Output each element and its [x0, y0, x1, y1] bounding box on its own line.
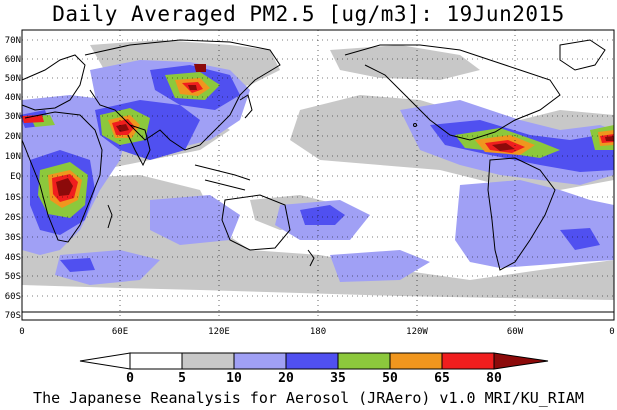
grid-lines [22, 30, 614, 320]
lat-label: 30N [5, 112, 21, 122]
chart-title: Daily Averaged PM2.5 [ug/m3]: 19Jun2015 [52, 2, 565, 26]
colorbar-swatch [285, 352, 339, 370]
lon-label: 60W [507, 327, 524, 337]
colorbar-swatch [337, 352, 391, 370]
lat-label: EQ [10, 172, 21, 182]
lon-label: 60E [112, 327, 128, 337]
colorbar-label: 10 [226, 371, 242, 386]
colorbar-swatch [129, 352, 183, 370]
map-frame [21, 29, 615, 321]
colorbar-label: 35 [330, 371, 346, 386]
lon-label: 120W [406, 327, 428, 337]
lat-label: 20S [5, 213, 21, 223]
colorbar-label: 50 [382, 371, 398, 386]
lat-label: 70N [5, 36, 21, 46]
lat-label: 10S [5, 193, 21, 203]
lat-label: 40S [5, 253, 21, 263]
colorbar-swatch [389, 352, 443, 370]
colorbar-label: 20 [278, 371, 294, 386]
lon-label: 0 [19, 327, 24, 337]
lat-label: 60N [5, 55, 21, 65]
colorbar-label: 80 [486, 371, 502, 386]
lon-label: 180 [310, 327, 326, 337]
lat-label: 20N [5, 132, 21, 142]
lat-label: 40N [5, 93, 21, 103]
footer-credit: The Japanese Reanalysis for Aerosol (JRA… [33, 389, 584, 407]
colorbar-swatch [441, 352, 495, 370]
lat-label: 30S [5, 233, 21, 243]
darkred-concentration-layer [56, 64, 614, 196]
lat-label: 60S [5, 292, 21, 302]
colorbar-label: 5 [178, 371, 186, 386]
lat-label: 50S [5, 272, 21, 282]
colorbar-swatch [233, 352, 287, 370]
colorbar-swatch [181, 352, 235, 370]
colorbar-label: 0 [126, 371, 134, 386]
lon-label: 120E [208, 327, 230, 337]
lat-label: 10N [5, 152, 21, 162]
colorbar-label: 65 [434, 371, 450, 386]
colorbar-arrow-right [493, 352, 549, 370]
colorbar-arrow-left [79, 352, 131, 370]
lon-label: 0 [609, 327, 614, 337]
colorbar [79, 352, 549, 370]
lat-label: 50N [5, 74, 21, 84]
lat-label: 70S [5, 311, 21, 321]
coastlines [21, 39, 614, 313]
